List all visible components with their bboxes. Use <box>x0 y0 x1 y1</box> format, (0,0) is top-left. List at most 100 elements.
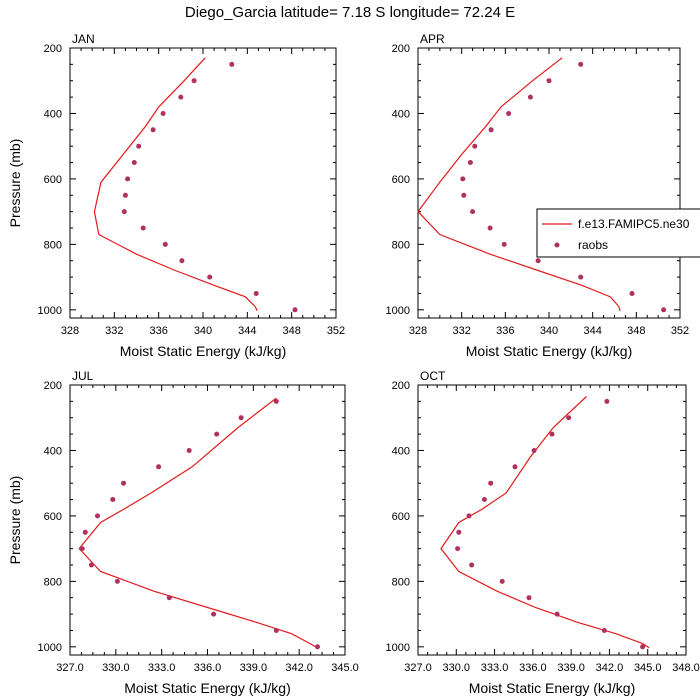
y-tick-label: 1000 <box>386 642 410 654</box>
obs-point <box>535 258 541 264</box>
obs-point <box>546 78 552 84</box>
obs-point <box>488 480 494 486</box>
y-axis-label: Pressure (mb) <box>7 139 23 228</box>
panel-oct: 327.0 330.0 333.0 336.0 339.0 342.0 345.0 348.0… <box>386 369 700 696</box>
obs-point <box>140 225 146 231</box>
model-line <box>440 396 650 649</box>
y-tick-label: 400 <box>392 108 410 120</box>
obs-point <box>253 291 259 296</box>
x-axis-label: Moist Static Energy (kJ/kg) <box>469 680 636 696</box>
y-tick-label: 1000 <box>386 305 410 317</box>
obs-point <box>455 546 461 552</box>
legend-model-label: f.e13.FAMIPC5.ne30 <box>578 217 690 231</box>
panel-label: APR <box>420 32 445 46</box>
obs-point <box>460 176 466 182</box>
y-tick-label: 600 <box>392 174 410 186</box>
y-tick-label: 200 <box>44 43 62 55</box>
obs-point <box>456 529 462 535</box>
obs-point <box>178 94 184 100</box>
legend-obs-swatch <box>554 242 560 248</box>
obs-point <box>166 595 172 601</box>
obs-point <box>114 578 120 584</box>
x-tick-label: 336.0 <box>519 662 547 674</box>
legend: f.e13.FAMIPC5.ne30 raobs <box>536 208 700 258</box>
y-tick-label: 200 <box>392 380 410 392</box>
x-tick-label: 332 <box>452 325 470 337</box>
y-tick-label: 400 <box>44 108 62 120</box>
obs-point <box>501 241 507 247</box>
obs-point <box>481 497 487 502</box>
x-tick-label: 333.0 <box>481 662 509 674</box>
obs-point <box>82 529 88 535</box>
x-tick-label: 339.0 <box>557 662 585 674</box>
obs-point <box>466 513 472 519</box>
obs-point <box>601 628 607 633</box>
x-tick-label: 336 <box>496 325 514 337</box>
model-line <box>78 397 318 649</box>
obs-point <box>578 274 584 280</box>
obs-point <box>488 127 494 133</box>
obs-point <box>578 61 584 67</box>
model-line <box>417 57 621 311</box>
x-tick-label: 340 <box>540 325 558 337</box>
obs-point <box>506 111 512 116</box>
x-tick-label: 332 <box>105 325 123 337</box>
legend-obs-label: raobs <box>578 238 608 252</box>
obs-point <box>79 546 85 552</box>
x-tick-label: 348 <box>627 325 645 337</box>
obs-point <box>487 225 493 231</box>
panel-label: OCT <box>420 369 446 383</box>
x-axis-label: Moist Static Energy (kJ/kg) <box>120 343 287 359</box>
y-tick-label: 600 <box>44 174 62 186</box>
obs-point <box>88 562 94 568</box>
y-tick-label: 800 <box>44 239 62 251</box>
x-tick-label: 333.0 <box>148 662 176 674</box>
obs-point <box>121 480 126 486</box>
obs-point <box>211 611 217 617</box>
y-tick-label: 800 <box>44 576 62 588</box>
y-axis-label: Pressure (mb) <box>7 476 23 565</box>
x-tick-label: 348 <box>282 325 300 337</box>
x-tick-label: 344 <box>238 325 256 337</box>
figure-title: Diego_Garcia latitude= 7.18 S longitude=… <box>184 4 516 21</box>
obs-point <box>469 562 475 568</box>
x-tick-label: 336.0 <box>194 662 222 674</box>
x-axis-label: Moist Static Energy (kJ/kg) <box>124 680 291 696</box>
obs-point <box>566 415 572 421</box>
x-tick-label: 327.0 <box>56 662 84 674</box>
x-tick-label: 330.0 <box>102 662 130 674</box>
obs-point <box>136 143 142 149</box>
x-tick-label: 340 <box>194 325 212 337</box>
obs-point <box>150 127 156 133</box>
obs-point <box>95 513 100 519</box>
obs-point <box>238 415 244 421</box>
x-tick-label: 348.0 <box>672 662 700 674</box>
y-tick-label: 400 <box>392 445 410 457</box>
x-tick-label: 352 <box>327 325 345 337</box>
obs-point <box>292 307 298 313</box>
model-line <box>93 57 258 312</box>
obs-point <box>527 94 533 100</box>
obs-point <box>273 628 279 633</box>
obs-point <box>207 274 213 280</box>
obs-point <box>604 398 610 404</box>
panel-label: JUL <box>72 369 94 383</box>
x-tick-label: 328 <box>409 325 427 337</box>
y-tick-label: 400 <box>44 445 62 457</box>
obs-point <box>179 258 185 264</box>
obs-point <box>512 464 518 470</box>
x-tick-label: 345.0 <box>634 662 662 674</box>
legend-box <box>536 208 700 258</box>
x-axis-label: Moist Static Energy (kJ/kg) <box>466 343 633 359</box>
obs-point <box>156 464 162 470</box>
x-tick-label: 342.0 <box>285 662 313 674</box>
obs-point <box>640 644 646 650</box>
obs-point <box>472 143 478 149</box>
obs-point <box>470 209 476 215</box>
obs-point <box>162 241 168 247</box>
y-tick-label: 600 <box>44 511 62 523</box>
y-tick-label: 1000 <box>38 305 62 317</box>
panel-apr: 328 332 336 340 344 348 352 200 400 600 800 1000 APR… <box>386 32 690 359</box>
y-tick-label: 800 <box>392 239 410 251</box>
